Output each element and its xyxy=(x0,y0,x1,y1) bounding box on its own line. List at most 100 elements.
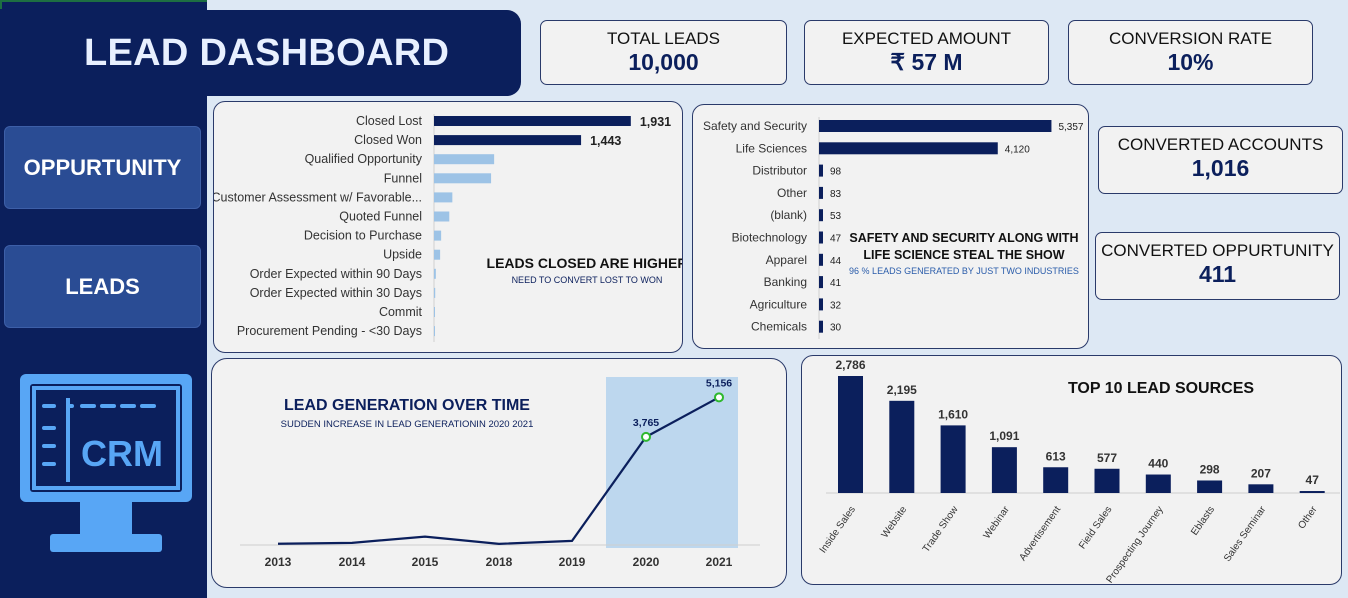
title-banner: LEAD DASHBOARD xyxy=(0,10,521,96)
category-label: Inside Sales xyxy=(818,504,858,555)
data-point xyxy=(641,431,651,442)
sources-chart-panel: TOP 10 LEAD SOURCES 2,786 Inside Sales 2,1… xyxy=(801,355,1342,585)
kpi-label: CONVERTED OPPURTUNITY xyxy=(1101,241,1334,260)
bar xyxy=(838,376,863,493)
x-tick-label: 2013 xyxy=(265,555,292,569)
bar xyxy=(434,154,495,165)
category-label: Other xyxy=(1296,504,1320,531)
category-label: Life Sciences xyxy=(736,141,807,155)
category-label: Apparel xyxy=(766,253,807,267)
stages-bar-chart: LEADS CLOSED ARE HIGHER NEED TO CONVERT … xyxy=(214,114,682,342)
highlight-band xyxy=(606,377,738,548)
dashboard-title: LEAD DASHBOARD xyxy=(84,32,450,74)
x-tick-label: 2020 xyxy=(633,555,660,569)
sources-chart-title: TOP 10 LEAD SOURCES xyxy=(1068,380,1254,397)
data-label: 53 xyxy=(830,211,842,222)
bar xyxy=(434,173,492,184)
bar xyxy=(1299,491,1325,493)
data-label: 207 xyxy=(1251,466,1271,480)
time-chart-panel: LEAD GENERATION OVER TIME SUDDEN INCREAS… xyxy=(211,358,787,588)
time-chart-title: LEAD GENERATION OVER TIME xyxy=(284,397,530,414)
nav-label-oppurtunity: OPPURTUNITY xyxy=(23,154,182,180)
category-label: Commit xyxy=(379,305,423,319)
data-label: 47 xyxy=(1306,473,1320,487)
industry-chart-panel: SAFETY AND SECURITY ALONG WITH LIFE SCIE… xyxy=(692,104,1089,349)
bar xyxy=(819,186,823,199)
category-label: Order Expected within 90 Days xyxy=(250,267,422,281)
nav-label-leads: LEADS xyxy=(65,273,140,299)
kpi-converted-oppurtunity: CONVERTED OPPURTUNITY 411 xyxy=(1095,232,1340,300)
kpi-label: TOTAL LEADS xyxy=(606,29,721,48)
data-label: 1,931 xyxy=(640,115,671,129)
category-label: Advertisement xyxy=(1017,504,1063,563)
bar xyxy=(434,230,442,241)
category-label: Agriculture xyxy=(750,297,808,311)
bar xyxy=(434,307,435,317)
kpi-value: 10% xyxy=(1167,49,1214,75)
data-label: 98 xyxy=(830,167,842,178)
category-label: Biotechnology xyxy=(732,231,807,245)
data-label: 5,357 xyxy=(1058,122,1083,133)
category-label: Order Expected within 30 Days xyxy=(250,286,422,300)
category-label: Prospecting Journey xyxy=(1104,504,1165,585)
data-label: 298 xyxy=(1200,462,1220,476)
bar xyxy=(434,287,436,298)
bar xyxy=(434,249,441,260)
kpi-total-leads: TOTAL LEADS 10,000 xyxy=(540,20,787,85)
data-label: 577 xyxy=(1097,451,1117,465)
nav-button-oppurtunity[interactable]: OPPURTUNITY xyxy=(4,126,201,209)
data-label: 4,120 xyxy=(1005,144,1030,155)
data-label: 32 xyxy=(830,300,842,311)
category-label: Safety and Security xyxy=(703,119,807,133)
category-label: Website xyxy=(880,504,910,540)
bar xyxy=(819,120,1052,132)
computer-monitor-icon: CRM xyxy=(20,374,192,552)
category-label: Upside xyxy=(383,248,422,262)
cell-selection-marker xyxy=(0,0,207,9)
category-label: Customer Assessment w/ Favorable... xyxy=(214,190,422,204)
industry-callout-sub: 96 % LEADS GENERATED BY JUST TWO INDUSTR… xyxy=(849,266,1079,276)
x-tick-label: 2018 xyxy=(486,555,513,569)
time-chart-subtitle: SUDDEN INCREASE IN LEAD GENERATIONIN 202… xyxy=(281,419,534,430)
bar xyxy=(1043,467,1069,493)
bar xyxy=(1248,484,1274,493)
category-label: Distributor xyxy=(752,164,807,178)
category-label: Field Sales xyxy=(1077,504,1114,551)
kpi-value: 411 xyxy=(1198,261,1237,287)
crm-text: CRM xyxy=(81,433,163,474)
data-label: 2,786 xyxy=(835,358,865,372)
data-label: 41 xyxy=(830,278,842,289)
data-label: 5,156 xyxy=(706,377,732,389)
category-label: Eblasts xyxy=(1189,504,1217,537)
bar xyxy=(434,192,453,203)
bar xyxy=(889,400,915,493)
kpi-value: 10,000 xyxy=(628,49,699,75)
kpi-converted-accounts: CONVERTED ACCOUNTS 1,016 xyxy=(1098,126,1343,194)
industry-callout-title-1: SAFETY AND SECURITY ALONG WITH xyxy=(849,231,1078,245)
bar xyxy=(991,447,1017,493)
bar xyxy=(434,116,631,126)
kpi-label: EXPECTED AMOUNT xyxy=(841,29,1012,48)
industry-bar-chart: SAFETY AND SECURITY ALONG WITH LIFE SCIE… xyxy=(703,117,1084,339)
kpi-conversion-rate: CONVERSION RATE 10% xyxy=(1068,20,1313,85)
bar xyxy=(819,276,823,289)
bar xyxy=(819,142,998,155)
bar xyxy=(434,268,436,279)
data-label: 440 xyxy=(1148,457,1168,471)
kpi-label: CONVERSION RATE xyxy=(1108,29,1273,48)
category-label: Webinar xyxy=(982,504,1013,541)
data-label: 83 xyxy=(830,189,842,200)
bar xyxy=(819,209,823,222)
data-label: 1,091 xyxy=(989,429,1019,443)
category-label: Funnel xyxy=(384,171,422,185)
category-label: Quoted Funnel xyxy=(339,210,422,224)
data-label: 613 xyxy=(1046,449,1066,463)
x-tick-label: 2021 xyxy=(706,555,733,569)
bar xyxy=(819,164,823,177)
x-tick-label: 2019 xyxy=(559,555,586,569)
category-label: Chemicals xyxy=(751,320,807,334)
nav-button-leads[interactable]: LEADS xyxy=(4,245,201,328)
bar xyxy=(434,211,450,222)
lead-time-line-chart: LEAD GENERATION OVER TIME SUDDEN INCREAS… xyxy=(240,377,760,569)
stages-callout-sub: NEED TO CONVERT LOST TO WON xyxy=(512,275,663,285)
